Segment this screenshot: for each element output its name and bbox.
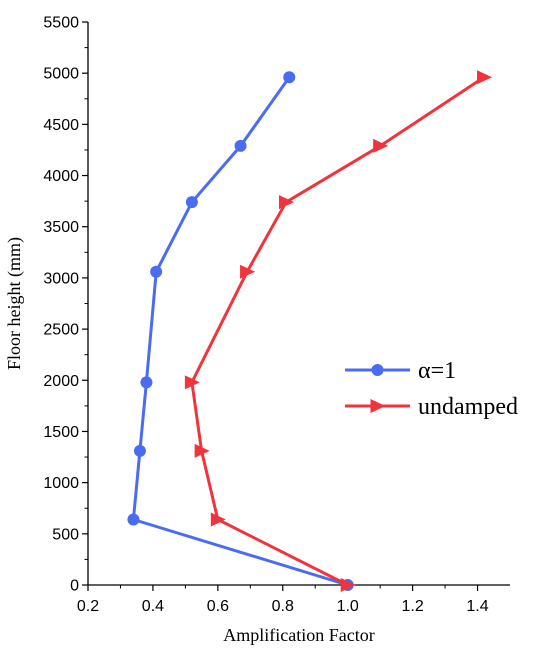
data-point	[283, 71, 296, 84]
legend-label: α=1	[418, 358, 456, 384]
legend: α=1 undamped	[345, 358, 518, 420]
y-tick-label: 5500	[43, 15, 79, 32]
x-tick-label: 0.6	[207, 598, 229, 615]
data-point	[279, 195, 295, 210]
legend-item: α=1	[345, 358, 456, 384]
x-tick-label: 1.0	[337, 598, 359, 615]
x-tick-label: 0.4	[142, 598, 164, 615]
y-tick-label: 2500	[43, 322, 79, 339]
legend-label: undamped	[418, 394, 518, 420]
x-axis-title: Amplification Factor	[223, 625, 374, 645]
data-point	[240, 264, 256, 279]
data-point	[185, 196, 198, 209]
series-undamped	[184, 70, 493, 592]
y-tick-label: 0	[70, 578, 79, 595]
y-tick-label: 2000	[43, 373, 79, 390]
y-tick-label: 3000	[43, 270, 79, 287]
data-point	[127, 513, 140, 526]
axes: 0.2 0.4 0.6 0.8 1.0 1.2 1.4 0 500 1000 1500 2000 250…	[43, 15, 510, 615]
data-point	[373, 138, 389, 153]
legend-marker	[370, 399, 386, 413]
y-axis-title: Floor height (mm)	[4, 237, 25, 370]
y-tick-label: 4500	[43, 117, 79, 134]
data-point	[477, 70, 493, 85]
y-tick-label: 500	[52, 526, 79, 543]
series-layer	[127, 70, 493, 592]
series-line	[131, 76, 349, 587]
x-tick-label: 0.2	[77, 598, 99, 615]
data-point	[234, 139, 247, 152]
y-tick-label: 1000	[43, 475, 79, 492]
legend-item: undamped	[345, 394, 518, 420]
data-point	[140, 376, 153, 389]
legend-marker	[371, 364, 384, 376]
data-point	[210, 512, 226, 527]
data-point	[150, 265, 163, 278]
series-alpha-1	[127, 71, 354, 591]
y-tick-label: 5000	[43, 66, 79, 83]
data-point	[184, 375, 200, 390]
y-tick-label: 4000	[43, 168, 79, 185]
data-point	[133, 444, 146, 457]
data-point	[194, 443, 210, 458]
x-tick-label: 0.8	[272, 598, 294, 615]
x-tick-label: 1.4	[466, 598, 488, 615]
y-tick-label: 1500	[43, 424, 79, 441]
series-line	[190, 76, 485, 587]
y-tick-label: 3500	[43, 219, 79, 236]
x-tick-label: 1.2	[401, 598, 423, 615]
data-point	[340, 578, 356, 592]
